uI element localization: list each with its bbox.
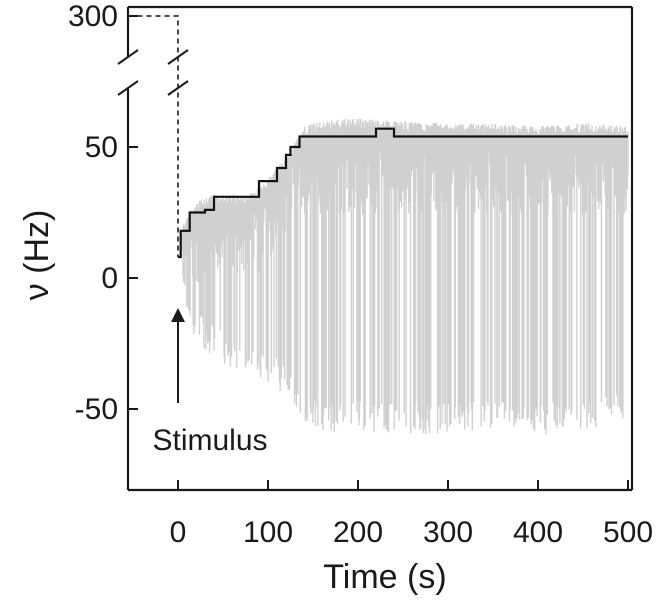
axis-break-mark-top <box>117 49 139 65</box>
x-tick-label: 100 <box>243 516 293 549</box>
x-tick-label: 200 <box>333 516 383 549</box>
axes-layer <box>117 5 634 492</box>
x-tick-label: 400 <box>513 516 563 549</box>
x-tick-label: 0 <box>170 516 187 549</box>
x-axis-title: Time (s) <box>323 558 446 596</box>
stimulus-label: Stimulus <box>152 424 267 457</box>
step-line <box>178 127 628 259</box>
noise-band-layer <box>181 118 629 435</box>
noise-band <box>181 118 629 435</box>
x-tick-label: 500 <box>603 516 653 549</box>
y-axis-title: ν (Hz) <box>18 210 56 301</box>
line-layer <box>128 15 628 259</box>
y-tick-label: -50 <box>75 393 118 426</box>
y-tick-label: 300 <box>68 0 118 33</box>
x-tick-label: 300 <box>423 516 473 549</box>
axis-break-mark-bottom <box>117 80 139 96</box>
stimulus-arrow-head <box>171 308 185 322</box>
pre-stimulus-dashed-line <box>128 15 179 257</box>
dashed-break-mark-bottom <box>167 80 189 96</box>
y-tick-label: 50 <box>85 131 118 164</box>
y-tick-label: 0 <box>101 262 118 295</box>
dashed-break-mark-top <box>167 49 189 65</box>
text-layer: Time (s) ν (Hz) -50 0 50 300 0 100 200 300 400 50… <box>18 0 653 596</box>
